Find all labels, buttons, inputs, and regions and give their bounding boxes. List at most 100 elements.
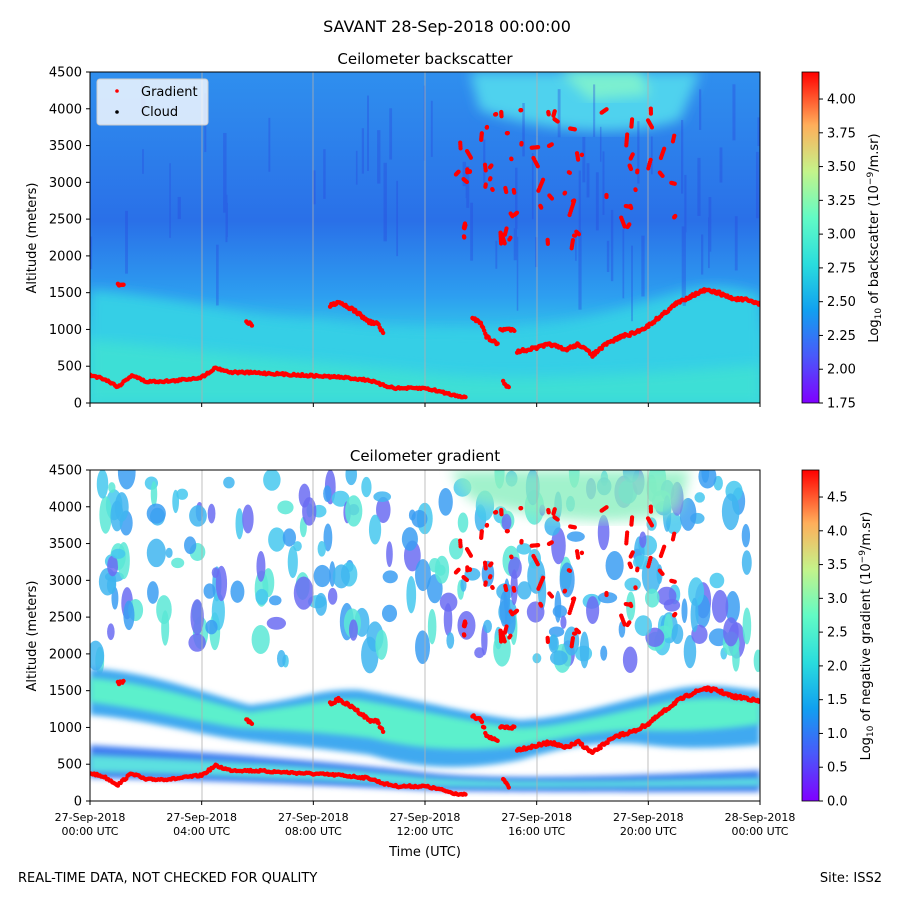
gradient-point [540,575,546,580]
gradient-echo-blob [544,516,561,536]
gradient-point [569,246,574,251]
gradient-point [509,157,514,162]
gradient-point [535,562,540,567]
gradient-point [579,152,584,158]
colorbar-tick-label: 2.0 [827,659,848,674]
gradient-xlabel: Time (UTC) [388,845,461,860]
y-tick-label: 1500 [49,286,82,301]
gradient-point [555,517,560,522]
gradient-echo-blob [474,647,485,659]
gradient-echo-blob [361,636,379,674]
texture-streak [268,117,271,172]
texture-streak [755,151,759,219]
texture-streak [361,128,364,174]
gradient-point [487,165,493,170]
y-tick-label: 3500 [49,139,82,154]
gradient-point [624,541,629,546]
gradient-point [506,785,511,790]
gradient-point [483,184,488,189]
gradient-echo-blob [579,631,590,669]
gradient-point [604,194,609,200]
gradient-echo-blob [376,496,391,524]
gradient-point [670,139,676,144]
texture-streak [225,202,228,238]
gradient-point [509,555,514,560]
texture-streak [169,163,171,238]
gradient-point [576,157,581,162]
gradient-echo-blob [381,604,398,623]
backscatter-legend: Gradient Cloud [96,78,209,126]
gradient-echo-blob [457,512,469,533]
gradient-point [604,592,609,598]
footer-site: Site: ISS2 [820,871,882,886]
gradient-echo-blob [190,599,204,636]
gradient-point [625,622,630,628]
texture-streak [462,161,467,187]
gradient-point [629,515,635,520]
gradient-point [662,544,667,549]
gradient-echo-blob [165,547,173,559]
texture-streak [516,236,519,311]
gradient-point [508,609,513,614]
gradient-echo-blob [550,650,568,666]
y-tick-label: 0 [74,795,82,810]
gradient-echo-blob [268,527,286,552]
gradient-point [546,541,552,547]
gradient-point [579,550,584,556]
gradient-echo-blob [375,629,388,660]
gradient-point [463,792,468,797]
gradient-point [529,145,534,150]
gradient-echo-blob [331,490,350,507]
gradient-echo-blob [559,562,575,598]
texture-streak [383,162,387,242]
gradient-echo-blob [146,503,166,524]
gradient-point [502,241,507,246]
texture-streak [681,226,686,304]
gradient-point [628,601,633,606]
colorbar-tick-label: 3.0 [827,592,848,607]
gradient-point [481,725,487,730]
gradient-point [499,512,504,517]
gradient-echo-blob [313,564,331,588]
gradient-echo-blob [146,538,166,568]
gradient-echo-blob [679,497,697,531]
x-tick-date: 27-Sep-2018 [55,811,126,824]
texture-streak [684,174,687,233]
gradient-echo-blob [624,577,641,592]
texture-streak [483,139,486,184]
gradient-point [479,137,484,143]
colorbar-tick-label: 3.50 [827,160,856,175]
gradient-point [249,721,255,726]
texture-streak [90,236,93,270]
gradient-point [463,394,468,400]
gradient-point [376,720,381,726]
gradient-point [669,180,674,185]
gradient-point [551,113,556,118]
gradient-point [508,235,513,240]
colorbar-tick-label: 0.5 [827,761,848,776]
texture-streak [699,89,702,130]
gradient-point [568,126,573,131]
gradient-point [571,631,577,636]
texture-streak [495,240,498,269]
gradient-point [757,698,760,704]
gradient-echo-blob [741,550,752,575]
gradient-point [483,582,488,587]
figure-suptitle: SAVANT 28-Sep-2018 00:00:00 [323,17,571,36]
texture-streak [631,245,633,322]
gradient-echo-blob [368,514,382,545]
y-tick-label: 2500 [49,213,82,228]
gradient-echo-blob [753,649,760,673]
gradient-point [482,162,488,167]
x-tick-time: 00:00 UTC [61,825,118,838]
gradient-point [465,170,470,175]
y-tick-label: 500 [57,360,82,375]
gradient-point [499,114,504,119]
colorbar-tick-label: 4.00 [827,93,856,108]
gradient-point [458,140,463,145]
texture-streak [522,103,525,157]
texture-streak [697,157,701,216]
gradient-echo-blob [517,581,532,600]
gradient-point [569,644,574,649]
